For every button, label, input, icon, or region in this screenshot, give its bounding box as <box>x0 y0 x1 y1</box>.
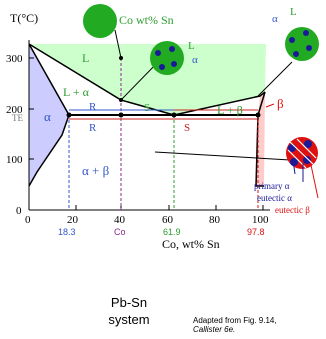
source-line-1: Adapted from Fig. 9.14, <box>193 316 277 325</box>
micro-mid-alpha: α <box>192 54 198 66</box>
solidus-right <box>257 91 266 116</box>
micro-mid-l: L <box>188 40 195 52</box>
composition-18: 18.3 <box>58 227 76 237</box>
solvus-right <box>255 114 264 187</box>
x-axis-label: Co, wt% Sn <box>162 237 220 251</box>
region-l-alpha: L + α <box>63 85 90 99</box>
top-label: Co wt% Sn <box>119 13 174 27</box>
lever-r-lower: R <box>89 122 97 134</box>
micro-right-alpha: α <box>272 13 278 25</box>
y-axis-label: T(°C) <box>10 11 38 25</box>
region-alpha-beta: α + β <box>82 163 110 178</box>
microstructure-right <box>285 27 319 61</box>
te-label: TE <box>12 113 23 123</box>
x-tick-label-40: 40 <box>114 214 126 226</box>
source-caption: Adapted from Fig. 9.14, Callister 6e. <box>193 316 277 334</box>
region-l-beta: L + β <box>217 103 243 117</box>
liquid-region <box>29 44 266 115</box>
x-tick-label-20: 20 <box>67 214 79 226</box>
source-line-2: Callister 6e. <box>193 325 236 334</box>
y-tick-label-300: 300 <box>6 53 23 65</box>
lever-s-lower: S <box>184 122 190 134</box>
x-tick-label-100: 100 <box>252 214 269 226</box>
liquid-microstructure-top <box>83 4 117 38</box>
microstructure-mid <box>150 41 184 75</box>
region-alpha: α <box>44 109 51 124</box>
x-tick-label-0: 0 <box>25 214 31 226</box>
leader-bottom-micro <box>154 151 291 161</box>
arrow-eutectic-b <box>310 164 319 199</box>
state-point-center <box>118 112 124 118</box>
micro-bottom-eutectic-a: eutectic α <box>257 193 292 203</box>
microstructure-bottom <box>286 137 318 169</box>
micro-bottom-primary: primary α <box>254 181 290 191</box>
alpha-region <box>29 44 69 186</box>
x-tick-label-80: 80 <box>209 214 221 226</box>
arrow-primary <box>292 159 296 175</box>
solvus-left <box>28 114 70 187</box>
region-l: L <box>82 51 89 65</box>
y-tick-label-100: 100 <box>6 154 23 166</box>
region-beta: β <box>277 96 284 111</box>
lever-s-upper: S <box>144 102 150 114</box>
y-tick-label-200: 200 <box>6 104 23 116</box>
y-tick-label-0: 0 <box>16 205 22 217</box>
leader-right-micro <box>257 61 293 97</box>
lever-r-upper: R <box>89 101 97 113</box>
liquidus-right <box>173 91 266 116</box>
micro-right-l: L <box>290 6 297 18</box>
leader-beta <box>265 103 275 108</box>
x-tick-label-60: 60 <box>162 214 174 226</box>
state-point-right <box>255 112 261 118</box>
state-point-left <box>66 112 72 118</box>
leader-top <box>114 29 122 59</box>
composition-98: 97.8 <box>247 227 265 237</box>
state-point-eutectic <box>171 112 177 118</box>
micro-bottom-eutectic-b: eutectic β <box>275 205 310 215</box>
system-caption: Pb-Sn system <box>108 295 150 327</box>
composition-co: Co <box>114 227 126 237</box>
solidus-left <box>28 43 70 116</box>
composition-62: 61.9 <box>163 227 181 237</box>
